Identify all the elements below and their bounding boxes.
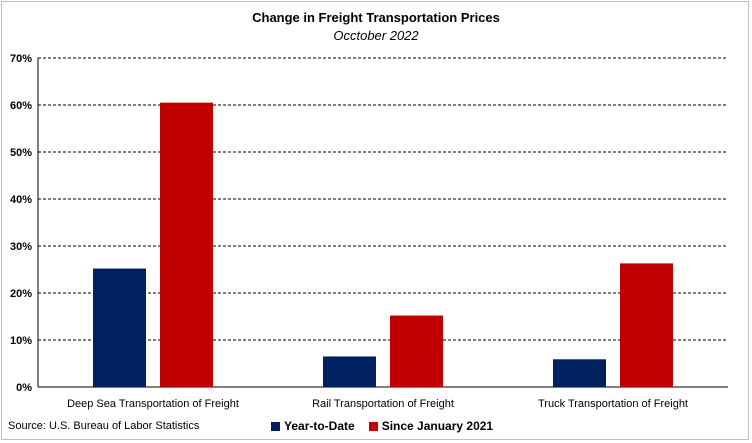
legend-swatch-since-january-2021: [368, 421, 378, 431]
bar-year-to-date-1: [93, 268, 146, 387]
y-tick-label: 10%: [10, 335, 32, 347]
x-tick-label: Deep Sea Transportation of Freight: [67, 398, 239, 410]
bar-since-january-2021-1: [160, 102, 213, 388]
x-tick-label: Rail Transportation of Freight: [312, 398, 454, 410]
legend-label-since-january-2021: Since January 2021: [381, 419, 494, 433]
legend: Year-to-Date Since January 2021: [271, 419, 507, 433]
bar-since-january-2021-2: [390, 315, 443, 387]
x-tick-label: Truck Transportation of Freight: [538, 398, 688, 410]
chart-title: Change in Freight Transportation Prices: [252, 10, 500, 25]
y-tick-label: 40%: [10, 194, 32, 206]
legend-item-since-january-2021: Since January 2021: [368, 419, 494, 433]
bar-since-january-2021-3: [620, 263, 673, 387]
y-tick-label: 30%: [10, 241, 32, 253]
y-tick-label: 20%: [10, 288, 32, 300]
y-tick-label: 0%: [16, 382, 32, 394]
y-tick-label: 60%: [10, 100, 32, 112]
bar-year-to-date-3: [553, 359, 606, 387]
y-tick-label: 50%: [10, 147, 32, 159]
source-note: Source: U.S. Bureau of Labor Statistics: [8, 420, 200, 432]
legend-label-year-to-date: Year-to-Date: [284, 419, 355, 433]
y-tick-label: 70%: [10, 53, 32, 65]
chart-subtitle: Occtober 2022: [333, 28, 419, 43]
legend-item-year-to-date: Year-to-Date: [271, 419, 355, 433]
bar-year-to-date-2: [323, 356, 376, 387]
legend-swatch-year-to-date: [271, 421, 280, 431]
